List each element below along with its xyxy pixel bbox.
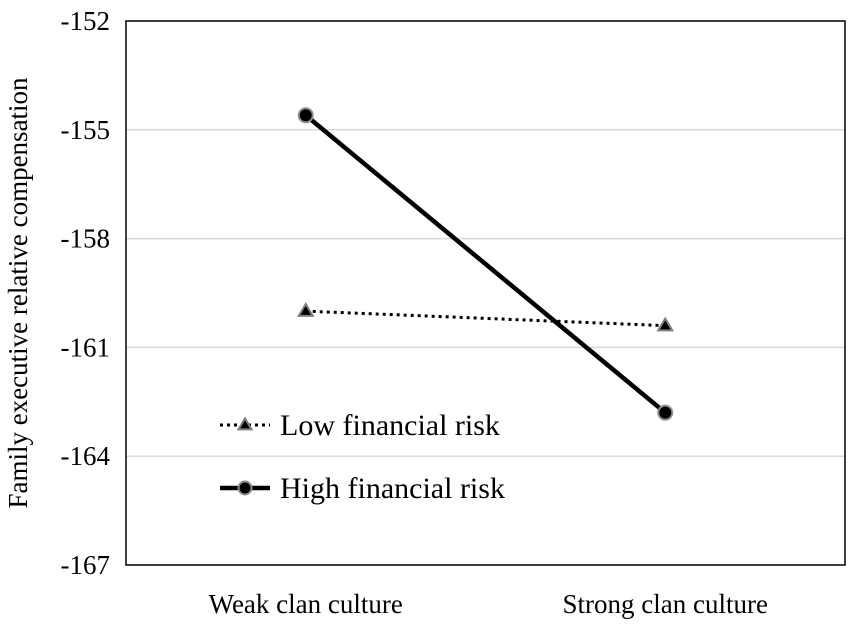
legend-item: Low financial risk	[220, 409, 500, 442]
y-tick-label: -152	[61, 6, 111, 36]
data-point	[657, 404, 674, 421]
legend-marker	[236, 416, 254, 431]
x-tick-label: Weak clan culture	[209, 589, 403, 619]
y-tick-label: -161	[61, 332, 111, 362]
legend-item: High financial risk	[220, 472, 505, 505]
y-tick-label: -167	[61, 550, 111, 580]
legend-label: Low financial risk	[280, 409, 500, 442]
legend-marker	[237, 480, 253, 496]
series-line	[304, 113, 667, 415]
series-layer	[297, 107, 674, 421]
y-tick-label: -164	[61, 441, 111, 471]
data-point	[656, 316, 674, 332]
x-tick-label: Strong clan culture	[563, 589, 768, 619]
data-point	[297, 302, 315, 317]
x-axis-tick-labels: Weak clan culture Strong clan culture	[209, 589, 768, 619]
series-high-financial-risk	[297, 107, 674, 421]
series-low-financial-risk	[297, 302, 674, 332]
legend-label: High financial risk	[280, 472, 505, 505]
grid-lines	[126, 129, 845, 457]
y-axis-title: Family executive relative compensation	[3, 77, 33, 509]
y-tick-label: -155	[61, 115, 111, 145]
series-line	[305, 309, 666, 328]
y-axis-tick-labels: -152 -155 -158 -161 -164 -167	[61, 6, 111, 580]
data-point	[297, 107, 314, 124]
plot-area	[125, 20, 846, 566]
legend: Low financial risk High financial risk	[220, 409, 505, 505]
y-tick-label: -158	[61, 224, 111, 254]
